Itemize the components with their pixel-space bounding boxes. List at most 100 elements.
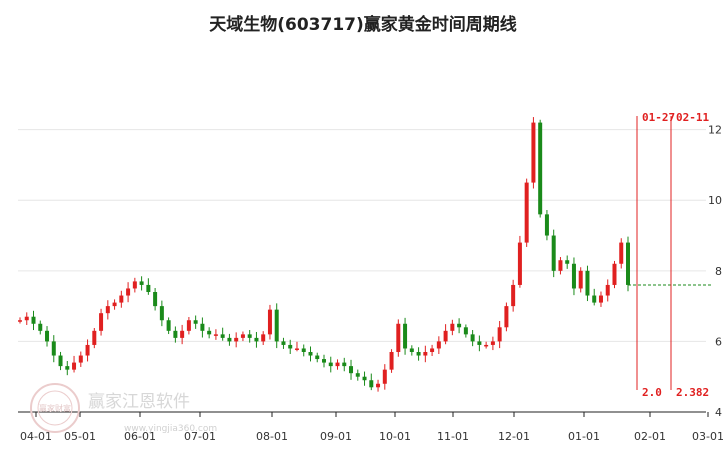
watermark: 赢家财富 赢家江恩软件 www.yingjia360.com [30,383,217,434]
candle-body [159,306,164,321]
candle-body [207,330,212,335]
candle-body [403,323,408,349]
x-tick-label: 07-01 [184,430,216,443]
candle-body [274,309,279,342]
candle-body [558,260,563,271]
candle-body [180,330,185,338]
candle-body [463,327,468,335]
cycle-date-label: 02-11 [676,111,709,124]
candle-body [322,359,326,363]
candle-body [31,316,36,324]
candle-body [65,366,70,370]
candle-body [423,352,428,356]
candle-body [362,376,367,381]
candle-body [409,348,414,352]
candle-body [544,214,549,236]
x-tick-label: 01-01 [568,430,600,443]
x-axis: 04-01 05-01 06-01 07-01 08-01 09-01 10-01 11-01… [18,411,724,443]
golden-cycle-lines: 01-27 2.0 02-11 2.382 [636,111,709,399]
candle-body [24,316,29,321]
candle-body [457,323,462,328]
candle-body [200,323,205,331]
candle-body [254,337,259,342]
candle-body [288,344,293,349]
candle-body [58,355,63,367]
candle-body [504,306,509,328]
candle-body [598,295,603,303]
y-tick-label: 4 [715,406,722,419]
y-tick-label: 6 [715,335,722,348]
candle-body [153,292,158,307]
candle-body [281,341,286,345]
candle-body [376,383,381,388]
candle-body [565,260,570,264]
candle-body [119,295,124,303]
cycle-ratio-label: 2.382 [676,386,709,399]
x-tick-label: 06-01 [124,430,156,443]
candle-body [267,309,272,335]
candle-body [234,337,239,342]
candle-body [382,369,387,384]
gridlines [18,129,706,413]
x-tick-label: 02-01 [634,430,666,443]
candle-body [112,302,117,307]
chart-title: 天域生物(603717)赢家黄金时间周期线 [209,14,517,35]
candle-body [85,344,90,356]
candle-body [524,182,529,243]
watermark-seal-text: 赢家财富 [39,403,71,413]
y-tick-labels: 4 6 8 10 12 [708,124,722,419]
candle-body [132,281,137,289]
candle-body [186,320,191,331]
candle-body [538,122,543,215]
candle-body [240,334,245,338]
candle-body [369,380,374,388]
x-tick-label: 03-01 [692,430,724,443]
watermark-seal-icon: 赢家财富 [30,383,80,433]
candle-body [193,320,198,324]
candle-body [551,235,556,271]
candle-body [220,334,225,338]
candle-body [247,334,252,338]
candle-body [490,341,495,345]
x-tick-label: 04-01 [20,430,52,443]
candle-body [308,352,313,356]
candle-body [585,270,590,296]
candle-body [45,330,50,342]
candle-body [436,341,441,349]
candle-body [517,242,522,285]
candle-body [430,348,435,352]
candle-body [605,284,610,296]
candle-body [92,330,97,345]
candle-body [99,313,104,331]
candle-body [342,362,347,367]
price-candles [18,117,712,392]
candle-body [328,362,333,367]
x-tick-label: 05-01 [64,430,96,443]
candle-body [126,288,131,296]
candle-body [450,323,455,331]
candle-body [470,334,475,342]
candle-body [571,263,576,289]
candle-body [18,320,22,322]
candle-body [38,323,43,331]
candle-body [626,242,630,285]
x-tick-label: 08-01 [256,430,288,443]
candle-body [443,330,448,342]
x-tick-label: 11-01 [437,430,469,443]
candle-body [592,295,597,303]
candle-body [477,341,482,345]
candle-body [294,348,299,350]
candle-body [612,263,617,285]
candle-body [578,270,583,289]
candle-body [349,366,354,374]
candle-body [396,323,401,352]
watermark-url: www.yingjia360.com [124,424,217,434]
cycle-ratio-label: 2.0 [642,386,662,399]
y-tick-label: 8 [715,265,722,278]
y-tick-label: 10 [708,194,722,207]
watermark-text: 赢家江恩软件 [88,392,190,412]
candle-body [389,352,394,370]
candle-body [416,352,421,356]
candle-body [173,330,178,338]
candle-body [72,362,77,370]
